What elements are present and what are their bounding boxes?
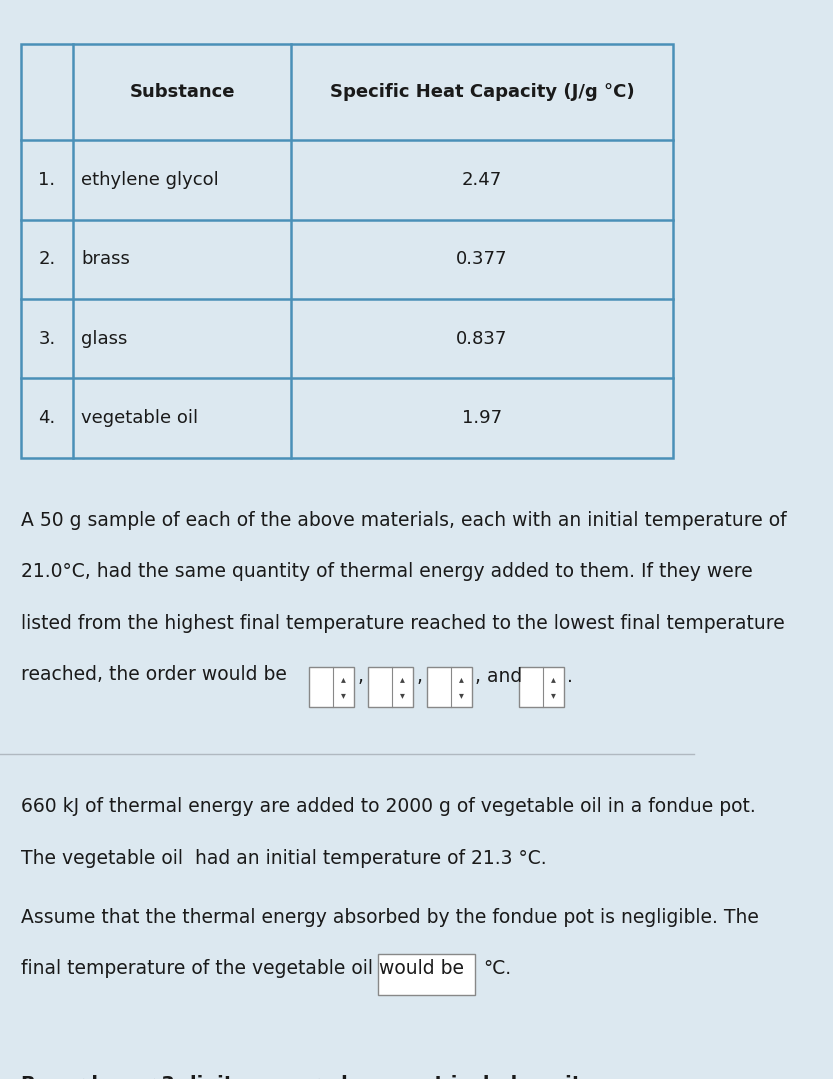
Text: ▾: ▾ [459,689,464,700]
Text: ▴: ▴ [551,674,556,684]
Text: °C.: °C. [483,959,511,978]
Text: ▾: ▾ [341,689,346,700]
Text: brass: brass [81,250,130,269]
Text: 3.: 3. [38,330,56,347]
FancyBboxPatch shape [309,667,354,708]
Text: ,: , [357,667,363,686]
Text: 1.: 1. [38,170,55,189]
Text: 0.377: 0.377 [456,250,508,269]
Text: not: not [408,1075,445,1079]
Text: Assume that the thermal energy absorbed by the fondue pot is negligible. The: Assume that the thermal energy absorbed … [21,907,759,927]
Text: Substance: Substance [129,83,235,101]
Text: ▾: ▾ [400,689,405,700]
Text: ,: , [416,667,422,686]
Text: include units.: include units. [444,1075,600,1079]
Text: A 50 g sample of each of the above materials, each with an initial temperature o: A 50 g sample of each of the above mater… [21,511,786,530]
Text: vegetable oil: vegetable oil [81,409,198,427]
Text: Specific Heat Capacity (J/g °C): Specific Heat Capacity (J/g °C) [330,83,635,101]
Text: ▴: ▴ [341,674,346,684]
Text: 2.47: 2.47 [462,170,502,189]
Text: ▴: ▴ [400,674,405,684]
FancyBboxPatch shape [21,43,673,457]
Text: listed from the highest final temperature reached to the lowest final temperatur: listed from the highest final temperatur… [21,614,785,632]
Text: ▴: ▴ [459,674,464,684]
Text: The vegetable oil  had an initial temperature of 21.3 °C.: The vegetable oil had an initial tempera… [21,849,546,868]
Text: 2.: 2. [38,250,56,269]
Text: ▾: ▾ [551,689,556,700]
Text: reached, the order would be: reached, the order would be [21,665,287,684]
Text: 1.97: 1.97 [462,409,502,427]
Text: glass: glass [81,330,127,347]
Text: 0.837: 0.837 [456,330,508,347]
FancyBboxPatch shape [378,954,475,995]
FancyBboxPatch shape [367,667,412,708]
Text: Record your 3-digit answer; do: Record your 3-digit answer; do [21,1075,368,1079]
Text: final temperature of the vegetable oil would be: final temperature of the vegetable oil w… [21,959,464,978]
Text: 660 kJ of thermal energy are added to 2000 g of vegetable oil in a fondue pot.: 660 kJ of thermal energy are added to 20… [21,797,756,817]
Text: ethylene glycol: ethylene glycol [81,170,219,189]
FancyBboxPatch shape [426,667,471,708]
Text: , and: , and [475,667,522,686]
Text: 21.0°C, had the same quantity of thermal energy added to them. If they were: 21.0°C, had the same quantity of thermal… [21,562,752,582]
Text: 4.: 4. [38,409,56,427]
Text: .: . [567,667,573,686]
FancyBboxPatch shape [519,667,564,708]
